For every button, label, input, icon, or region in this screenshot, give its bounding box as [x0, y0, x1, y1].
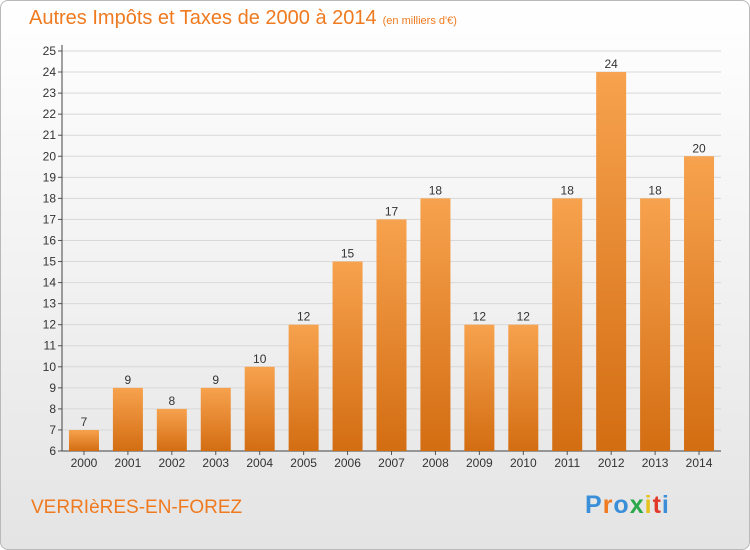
y-tick-label: 25: [43, 44, 57, 58]
bar-value-label: 15: [341, 247, 355, 261]
y-tick-label: 9: [49, 381, 56, 395]
bar: [288, 324, 319, 451]
y-tick-label: 7: [49, 423, 56, 437]
x-tick-label: 2000: [71, 456, 98, 470]
bar: [244, 366, 275, 451]
bar: [200, 387, 231, 451]
x-tick-label: 2005: [290, 456, 317, 470]
bar: [332, 261, 363, 451]
bar-value-label: 20: [692, 141, 706, 155]
y-tick-label: 15: [43, 255, 57, 269]
y-tick-label: 23: [43, 86, 57, 100]
logo-letter: i: [661, 491, 670, 519]
x-tick-label: 2014: [686, 456, 713, 470]
x-tick-label: 2008: [422, 456, 449, 470]
y-tick-label: 21: [43, 128, 57, 142]
bar-value-label: 18: [561, 183, 575, 197]
x-tick-label: 2011: [554, 456, 580, 470]
logo-letter: t: [652, 491, 662, 519]
logo-letter: o: [613, 491, 630, 519]
bar: [376, 219, 407, 451]
x-tick-label: 2007: [378, 456, 405, 470]
bar-value-label: 12: [473, 310, 487, 324]
bar: [596, 72, 627, 451]
x-tick-label: 2012: [598, 456, 625, 470]
x-tick-label: 2013: [642, 456, 669, 470]
x-tick-label: 2002: [158, 456, 185, 470]
y-tick-label: 19: [43, 170, 57, 184]
chart-title: Autres Impôts et Taxes de 2000 à 2014 (en…: [29, 7, 457, 30]
logo-letter: i: [644, 491, 653, 519]
y-tick-label: 16: [43, 233, 57, 247]
bar-value-label: 12: [517, 310, 531, 324]
y-tick-label: 6: [49, 444, 56, 458]
y-tick-label: 20: [43, 149, 57, 163]
bar: [684, 156, 715, 451]
y-tick-label: 11: [44, 339, 57, 353]
bar: [640, 198, 671, 451]
bar-value-label: 24: [604, 57, 618, 71]
bar-value-label: 7: [81, 415, 88, 429]
bar-value-label: 9: [125, 373, 132, 387]
logo-letter: r: [602, 491, 614, 519]
y-tick-label: 13: [43, 297, 57, 311]
y-tick-label: 14: [43, 276, 57, 290]
x-tick-label: 2006: [334, 456, 361, 470]
bar-value-label: 9: [212, 373, 219, 387]
bar: [112, 387, 143, 451]
y-tick-label: 24: [43, 65, 57, 79]
bar: [464, 324, 495, 451]
bar: [156, 408, 187, 451]
bar-value-label: 8: [168, 394, 175, 408]
y-tick-label: 18: [43, 191, 57, 205]
y-tick-label: 8: [49, 402, 56, 416]
commune-name: VERRIèRES-EN-FOREZ: [31, 497, 243, 518]
bar-value-label: 17: [385, 204, 399, 218]
proxiti-logo[interactable]: Proxiti: [585, 491, 670, 520]
bar: [508, 324, 539, 451]
x-tick-label: 2004: [246, 456, 273, 470]
bar: [68, 429, 99, 451]
bar: [420, 198, 451, 451]
y-tick-label: 17: [43, 212, 57, 226]
bar-value-label: 18: [648, 183, 662, 197]
bar-value-label: 10: [253, 352, 267, 366]
logo-letter: P: [585, 491, 603, 519]
unit-text: (en milliers d'€): [382, 15, 457, 27]
bar: [552, 198, 583, 451]
x-tick-label: 2003: [202, 456, 229, 470]
y-tick-label: 10: [43, 360, 57, 374]
logo-letter: x: [629, 491, 645, 519]
bar-value-label: 18: [429, 183, 443, 197]
title-text: Autres Impôts et Taxes de 2000 à 2014: [29, 7, 377, 29]
bar-value-label: 12: [297, 310, 311, 324]
x-tick-label: 2009: [466, 456, 493, 470]
x-tick-label: 2010: [510, 456, 537, 470]
y-tick-label: 22: [43, 107, 57, 121]
y-tick-label: 12: [43, 318, 57, 332]
x-tick-label: 2001: [115, 456, 142, 470]
